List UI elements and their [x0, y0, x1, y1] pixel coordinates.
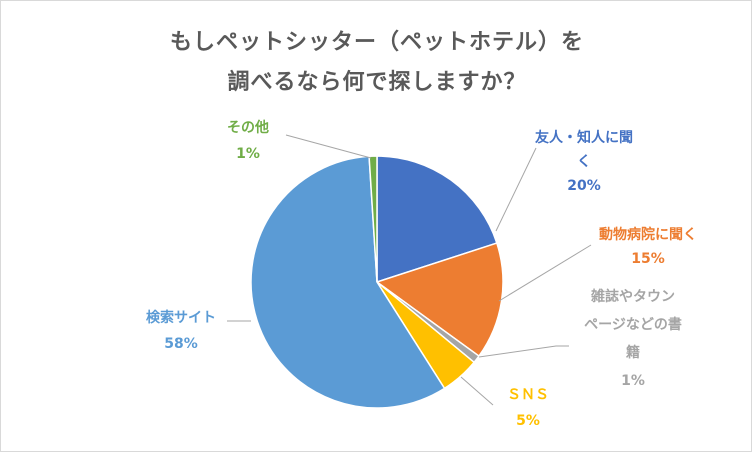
chart-title-line-2: 調べるなら何で探しますか？	[227, 70, 527, 95]
chart-title-line-1: もしペットシッター（ペットホテル）を	[169, 30, 584, 55]
data-label-value-byoin: 15%	[631, 251, 665, 267]
leader-line-zasshi	[478, 345, 569, 358]
data-label-value-zasshi: 1%	[621, 373, 645, 389]
data-label-yujin: 友人・知人に聞く 20%	[535, 129, 633, 194]
data-label-sns: ＳＮＳ 5%	[507, 387, 549, 429]
leader-line-yujin	[495, 147, 537, 232]
data-label-name-zasshi: ページなどの書	[584, 316, 682, 333]
leader-line-sns	[460, 376, 494, 406]
data-label-name-byoin: 動物病院に聞く	[599, 226, 697, 243]
data-label-value-sonota: 1%	[236, 146, 260, 162]
data-label-name-yujin: 友人・知人に聞	[535, 129, 633, 146]
data-label-name-zasshi: 籍	[626, 344, 640, 361]
chart-title: もしペットシッター（ペットホテル）を 調べるなら何で探しますか？	[1, 23, 752, 103]
pie-slice-kensaku	[250, 155, 446, 409]
data-label-value-yujin: 20%	[567, 178, 601, 194]
data-label-name-yujin: く	[577, 154, 591, 170]
data-label-name-sns: ＳＮＳ	[507, 387, 549, 403]
data-label-zasshi: 雑誌やタウンページなどの書籍 1%	[584, 288, 682, 389]
data-label-name-zasshi: 雑誌やタウン	[590, 288, 675, 305]
data-label-value-kensaku: 58%	[164, 336, 198, 352]
pie-slice-yujin	[376, 155, 498, 284]
data-label-sonota: その他 1%	[227, 119, 269, 162]
leader-line-byoin	[498, 244, 592, 302]
leader-line-sonota	[285, 134, 372, 159]
leader-lines	[227, 134, 592, 406]
data-labels: 友人・知人に聞く 20% 動物病院に聞く 15% 雑誌やタウンページなどの書籍 1% ＳＮＳ…	[146, 119, 697, 429]
pie-slices	[250, 155, 504, 409]
data-label-byoin: 動物病院に聞く 15%	[599, 226, 697, 267]
data-label-value-sns: 5%	[516, 413, 540, 429]
data-label-kensaku: 検索サイト 58%	[146, 309, 216, 352]
data-label-name-sonota: その他	[227, 119, 269, 136]
pie-slice-sonota	[368, 155, 378, 283]
data-label-name-kensaku: 検索サイト	[146, 309, 216, 326]
pie-slice-byoin	[375, 242, 504, 358]
